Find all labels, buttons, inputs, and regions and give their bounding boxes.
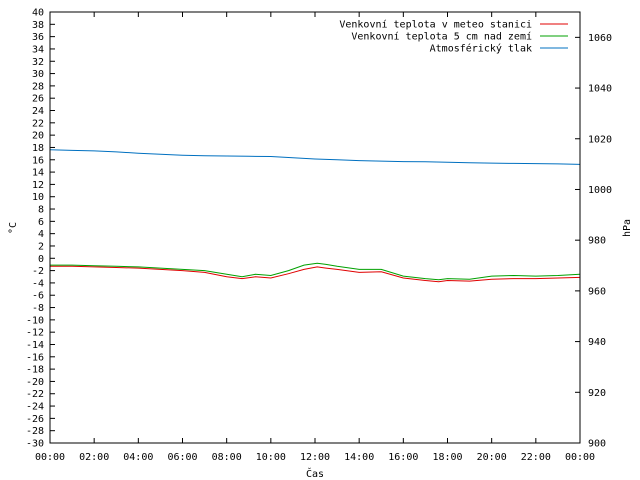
y-tick-label: 0 <box>38 254 44 265</box>
y-tick-label: 10 <box>32 192 44 203</box>
y-tick-label: 32 <box>32 57 44 68</box>
y-tick-label: -22 <box>26 389 44 400</box>
y-tick-label: -30 <box>26 439 44 450</box>
y-tick-label: 6 <box>38 217 44 228</box>
y-tick-label: 24 <box>32 106 44 117</box>
series-line-pressure <box>49 149 581 165</box>
x-tick-label: 04:00 <box>123 452 153 463</box>
y-axis-label: °C <box>8 222 19 234</box>
y-tick-label: -24 <box>26 402 44 413</box>
legend: Venkovní teplota v meteo staniciVenkovní… <box>339 19 568 55</box>
y-tick-label: 36 <box>32 32 44 43</box>
y-tick-label: 12 <box>32 180 44 191</box>
x-tick-label: 00:00 <box>35 452 65 463</box>
y-tick-label: 16 <box>32 155 44 166</box>
y-tick-label: 18 <box>32 143 44 154</box>
y-tick-label: -14 <box>26 340 44 351</box>
y2-tick-label: 1060 <box>588 33 612 44</box>
y-tick-label: -18 <box>26 365 44 376</box>
x-tick-label: 12:00 <box>300 452 330 463</box>
y2-tick-label: 900 <box>588 439 606 450</box>
y-tick-label: 4 <box>38 229 44 240</box>
y-tick-label: -28 <box>26 426 44 437</box>
x-tick-label: 00:00 <box>565 452 595 463</box>
x-tick-label: 08:00 <box>212 452 242 463</box>
y2-tick-label: 1040 <box>588 84 612 95</box>
x-tick-label: 02:00 <box>79 452 109 463</box>
y-tick-label: 34 <box>32 44 44 55</box>
y-tick-label: -4 <box>32 278 44 289</box>
x-tick-label: 20:00 <box>477 452 507 463</box>
x-tick-label: 16:00 <box>388 452 418 463</box>
y-tick-label: -2 <box>32 266 44 277</box>
legend-item-pressure-label: Atmosférický tlak <box>430 43 532 55</box>
y2-tick-label: 980 <box>588 236 606 247</box>
y-tick-label: -10 <box>26 315 44 326</box>
x-tick-label: 22:00 <box>521 452 551 463</box>
y-tick-label: -16 <box>26 352 44 363</box>
axis-ticks: -30-28-26-24-22-20-18-16-14-12-10-8-6-4-… <box>26 8 612 464</box>
y-tick-label: -12 <box>26 328 44 339</box>
y-tick-label: 40 <box>32 8 44 19</box>
y-tick-label: 22 <box>32 118 44 129</box>
x-tick-label: 06:00 <box>167 452 197 463</box>
series-lines <box>49 149 581 283</box>
series-line-temp-ground <box>50 262 581 281</box>
y2-tick-label: 960 <box>588 286 606 297</box>
y2-tick-label: 1000 <box>588 185 612 196</box>
legend-item-temp-ground-label: Venkovní teplota 5 cm nad zemí <box>351 31 532 43</box>
y-tick-label: 8 <box>38 205 44 216</box>
y-tick-label: 38 <box>32 20 44 31</box>
y-tick-label: 30 <box>32 69 44 80</box>
y-tick-label: -6 <box>32 291 44 302</box>
y2-tick-label: 1020 <box>588 134 612 145</box>
plot-frame <box>49 11 581 444</box>
x-tick-label: 18:00 <box>432 452 462 463</box>
y-tick-label: -8 <box>32 303 44 314</box>
y2-axis-label: hPa <box>622 219 633 237</box>
x-tick-label: 10:00 <box>256 452 286 463</box>
y2-tick-label: 940 <box>588 337 606 348</box>
y-tick-label: 26 <box>32 94 44 105</box>
y-tick-label: 28 <box>32 81 44 92</box>
y-tick-label: 20 <box>32 131 44 142</box>
y-tick-label: 2 <box>38 241 44 252</box>
x-axis-label: Čas <box>306 467 324 480</box>
y-tick-label: -26 <box>26 414 44 425</box>
y-tick-label: -20 <box>26 377 44 388</box>
series-line-temp-station <box>50 265 581 283</box>
legend-item-temp-station-label: Venkovní teplota v meteo stanici <box>339 19 532 31</box>
x-tick-label: 14:00 <box>344 452 374 463</box>
y-tick-label: 14 <box>32 168 44 179</box>
y2-tick-label: 920 <box>588 388 606 399</box>
